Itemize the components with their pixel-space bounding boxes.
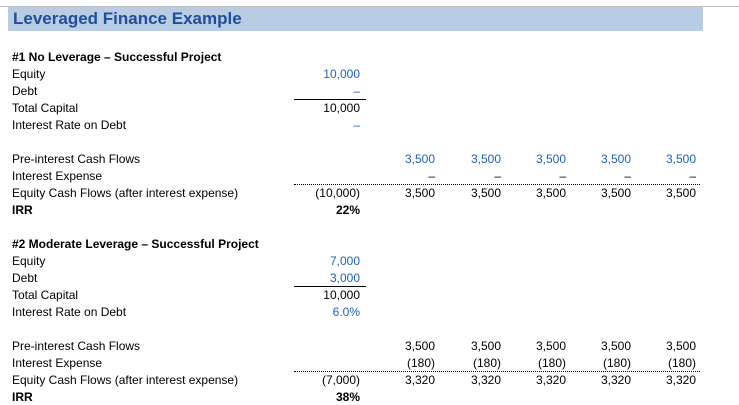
interest-expense-y1[interactable]: – <box>428 169 435 183</box>
irr-value[interactable]: 22% <box>335 203 360 217</box>
interest-expense-label: Interest Expense <box>12 169 103 183</box>
interest-rate-value[interactable]: – <box>353 118 360 132</box>
irr-label: IRR <box>12 390 33 404</box>
title-bar <box>8 7 703 31</box>
interest-expense-label: Interest Expense <box>12 356 103 370</box>
equity-cf-y4[interactable]: 3,500 <box>600 186 631 200</box>
pre-interest-cf-y4[interactable]: 3,500 <box>600 339 631 353</box>
pre-interest-cf-y1[interactable]: 3,500 <box>404 339 435 353</box>
interest-expense-y1[interactable]: (180) <box>406 356 435 370</box>
interest-rate-value[interactable]: 6.0% <box>332 305 360 319</box>
section-2-heading: #2 Moderate Leverage – Successful Projec… <box>12 237 259 251</box>
equity-cf-y5[interactable]: 3,320 <box>665 373 696 387</box>
equity-cf-y4[interactable]: 3,320 <box>600 373 631 387</box>
equity-cf-y1[interactable]: 3,320 <box>404 373 435 387</box>
total-capital-label: Total Capital <box>12 288 79 302</box>
total-capital-label: Total Capital <box>12 101 79 115</box>
pre-interest-cf-label: Pre-interest Cash Flows <box>12 152 141 166</box>
debt-value[interactable]: 3,000 <box>329 271 360 285</box>
interest-expense-y2[interactable]: – <box>494 169 501 183</box>
pre-interest-cf-y3[interactable]: 3,500 <box>535 339 566 353</box>
pre-interest-cf-y3[interactable]: 3,500 <box>535 152 566 166</box>
interest-expense-y5[interactable]: (180) <box>667 356 696 370</box>
interest-expense-y2[interactable]: (180) <box>472 356 501 370</box>
interest-expense-y5[interactable]: – <box>689 169 696 183</box>
equity-cf-dotted-rule <box>294 184 700 185</box>
equity-cf-y0[interactable]: (7,000) <box>321 373 360 387</box>
interest-rate-label: Interest Rate on Debt <box>12 118 127 132</box>
equity-cf-dotted-rule <box>294 371 700 372</box>
equity-cf-y2[interactable]: 3,320 <box>470 373 501 387</box>
debt-value[interactable]: – <box>353 84 360 98</box>
pre-interest-cf-y4[interactable]: 3,500 <box>600 152 631 166</box>
total-capital-value[interactable]: 10,000 <box>323 101 360 115</box>
equity-value[interactable]: 7,000 <box>329 254 360 268</box>
equity-value[interactable]: 10,000 <box>323 67 360 81</box>
pre-interest-cf-y1[interactable]: 3,500 <box>404 152 435 166</box>
equity-cf-label: Equity Cash Flows (after interest expens… <box>12 373 239 387</box>
total-underline <box>294 99 366 100</box>
equity-cf-y3[interactable]: 3,500 <box>535 186 566 200</box>
debt-label: Debt <box>12 84 38 98</box>
equity-cf-y3[interactable]: 3,320 <box>535 373 566 387</box>
equity-label: Equity <box>12 67 46 81</box>
equity-cf-y2[interactable]: 3,500 <box>470 186 501 200</box>
equity-cf-y0[interactable]: (10,000) <box>315 186 360 200</box>
irr-label: IRR <box>12 203 33 217</box>
total-capital-value[interactable]: 10,000 <box>323 288 360 302</box>
equity-cf-y1[interactable]: 3,500 <box>404 186 435 200</box>
pre-interest-cf-y2[interactable]: 3,500 <box>470 339 501 353</box>
pre-interest-cf-y2[interactable]: 3,500 <box>470 152 501 166</box>
total-underline <box>294 286 366 287</box>
sheet-title: Leveraged Finance Example <box>13 9 242 28</box>
irr-value[interactable]: 38% <box>335 390 360 404</box>
interest-expense-y4[interactable]: – <box>624 169 631 183</box>
pre-interest-cf-y5[interactable]: 3,500 <box>665 152 696 166</box>
interest-expense-y4[interactable]: (180) <box>602 356 631 370</box>
interest-rate-label: Interest Rate on Debt <box>12 305 127 319</box>
sheet-top-border <box>0 6 739 7</box>
equity-label: Equity <box>12 254 46 268</box>
pre-interest-cf-label: Pre-interest Cash Flows <box>12 339 141 353</box>
debt-label: Debt <box>12 271 38 285</box>
equity-cf-label: Equity Cash Flows (after interest expens… <box>12 186 239 200</box>
interest-expense-y3[interactable]: (180) <box>537 356 566 370</box>
interest-expense-y3[interactable]: – <box>559 169 566 183</box>
section-1-heading: #1 No Leverage – Successful Project <box>12 50 222 64</box>
pre-interest-cf-y5[interactable]: 3,500 <box>665 339 696 353</box>
equity-cf-y5[interactable]: 3,500 <box>665 186 696 200</box>
